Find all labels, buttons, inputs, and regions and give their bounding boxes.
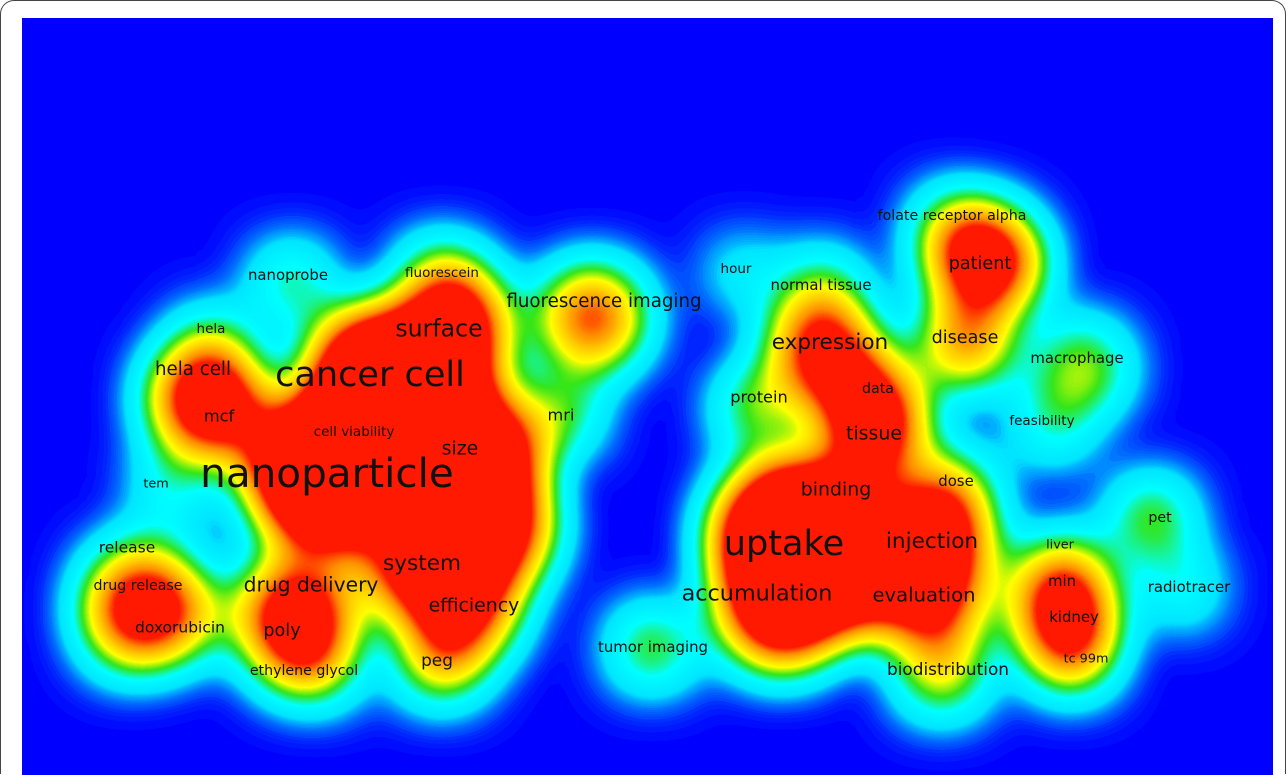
term-label-injection[interactable]: injection	[886, 529, 978, 554]
term-label-patient[interactable]: patient	[949, 254, 1012, 274]
term-label-disease[interactable]: disease	[932, 328, 999, 348]
heat-layer	[92, 198, 1210, 708]
density-blob	[907, 638, 977, 708]
term-label-cell-viability[interactable]: cell viability	[314, 424, 395, 440]
density-blob	[267, 408, 377, 518]
density-blob	[534, 385, 590, 441]
term-label-peg[interactable]: peg	[421, 650, 453, 670]
density-blob	[620, 616, 684, 680]
density-blob	[727, 378, 787, 438]
term-label-liver[interactable]: liver	[1046, 538, 1075, 553]
density-blob	[422, 278, 502, 358]
density-blob	[407, 623, 477, 693]
term-label-ethylene-glycol[interactable]: ethylene glycol	[250, 663, 358, 679]
density-blob	[817, 463, 887, 533]
term-labels: nanoparticle cancer cell uptake surface syst…	[93, 208, 1231, 679]
density-map: nanoparticle cancer cell uptake surface syst…	[22, 18, 1273, 775]
density-blob	[327, 323, 417, 413]
term-label-system[interactable]: system	[383, 551, 461, 576]
term-label-kidney[interactable]: kidney	[1049, 608, 1099, 626]
term-label-hela-cell[interactable]: hela cell	[155, 359, 231, 380]
term-label-protein[interactable]: protein	[730, 388, 788, 407]
term-label-normal-tissue[interactable]: normal tissue	[771, 276, 872, 294]
density-blob	[977, 238, 1037, 298]
term-label-hour[interactable]: hour	[721, 261, 752, 277]
term-label-evaluation[interactable]: evaluation	[872, 584, 975, 607]
term-label-efficiency[interactable]: efficiency	[429, 595, 520, 617]
term-label-uptake[interactable]: uptake	[724, 523, 844, 564]
density-blob	[1154, 560, 1210, 616]
term-label-binding[interactable]: binding	[801, 479, 871, 501]
term-label-tem[interactable]: tem	[143, 477, 168, 492]
term-label-doxorubicin[interactable]: doxorubicin	[135, 619, 225, 637]
term-label-size[interactable]: size	[442, 438, 479, 460]
density-blob	[837, 388, 917, 468]
term-label-nanoprobe[interactable]: nanoprobe	[248, 266, 328, 284]
term-label-mri[interactable]: mri	[548, 406, 575, 425]
term-label-dose[interactable]: dose	[938, 472, 973, 490]
term-label-biodistribution[interactable]: biodistribution	[887, 659, 1009, 679]
density-blob	[547, 273, 637, 363]
term-label-drug-release[interactable]: drug release	[93, 578, 182, 594]
density-blob	[922, 458, 982, 518]
density-blob	[727, 553, 837, 663]
density-blob	[887, 553, 977, 643]
density-blob	[1122, 488, 1182, 548]
density-blob	[792, 258, 852, 318]
term-label-nanoparticle[interactable]: nanoparticle	[200, 449, 454, 497]
term-label-tissue[interactable]: tissue	[846, 423, 902, 445]
term-label-feasibility[interactable]: feasibility	[1009, 413, 1074, 429]
term-label-macrophage[interactable]: macrophage	[1030, 349, 1123, 367]
term-label-poly[interactable]: poly	[263, 621, 300, 641]
density-blob	[147, 583, 217, 653]
term-label-drug-delivery[interactable]: drug delivery	[244, 573, 379, 597]
term-label-fluorescein[interactable]: fluorescein	[405, 265, 479, 281]
term-label-data[interactable]: data	[862, 381, 894, 397]
term-label-min[interactable]: min	[1048, 572, 1076, 590]
density-blob	[922, 198, 982, 258]
term-label-cancer-cell[interactable]: cancer cell	[275, 354, 465, 395]
term-label-tumor-imaging[interactable]: tumor imaging	[598, 638, 708, 656]
density-blob	[294, 640, 350, 696]
density-blob	[187, 313, 237, 363]
density-blob	[777, 303, 867, 393]
density-blob	[262, 253, 322, 313]
term-label-tc-99m[interactable]: tc 99m	[1064, 652, 1109, 667]
term-label-folate-receptor-alpha[interactable]: folate receptor alpha	[878, 208, 1027, 224]
term-label-fluorescence-imaging[interactable]: fluorescence imaging	[506, 291, 701, 312]
term-label-radiotracer[interactable]: radiotracer	[1148, 578, 1231, 596]
term-label-surface[interactable]: surface	[395, 315, 482, 343]
term-label-release[interactable]: release	[99, 539, 156, 557]
density-blob	[144, 460, 200, 516]
density-blob	[932, 308, 1002, 378]
density-blob	[187, 383, 257, 453]
term-label-accumulation[interactable]: accumulation	[682, 581, 833, 607]
term-label-expression[interactable]: expression	[772, 330, 888, 355]
density-blob	[717, 248, 767, 298]
term-label-pet[interactable]: pet	[1148, 510, 1172, 526]
density-blob	[1024, 400, 1080, 456]
density-blob	[1042, 628, 1102, 688]
term-label-hela[interactable]: hela	[197, 321, 226, 337]
term-label-mcf[interactable]: mcf	[204, 407, 235, 426]
density-blob	[1042, 328, 1122, 408]
